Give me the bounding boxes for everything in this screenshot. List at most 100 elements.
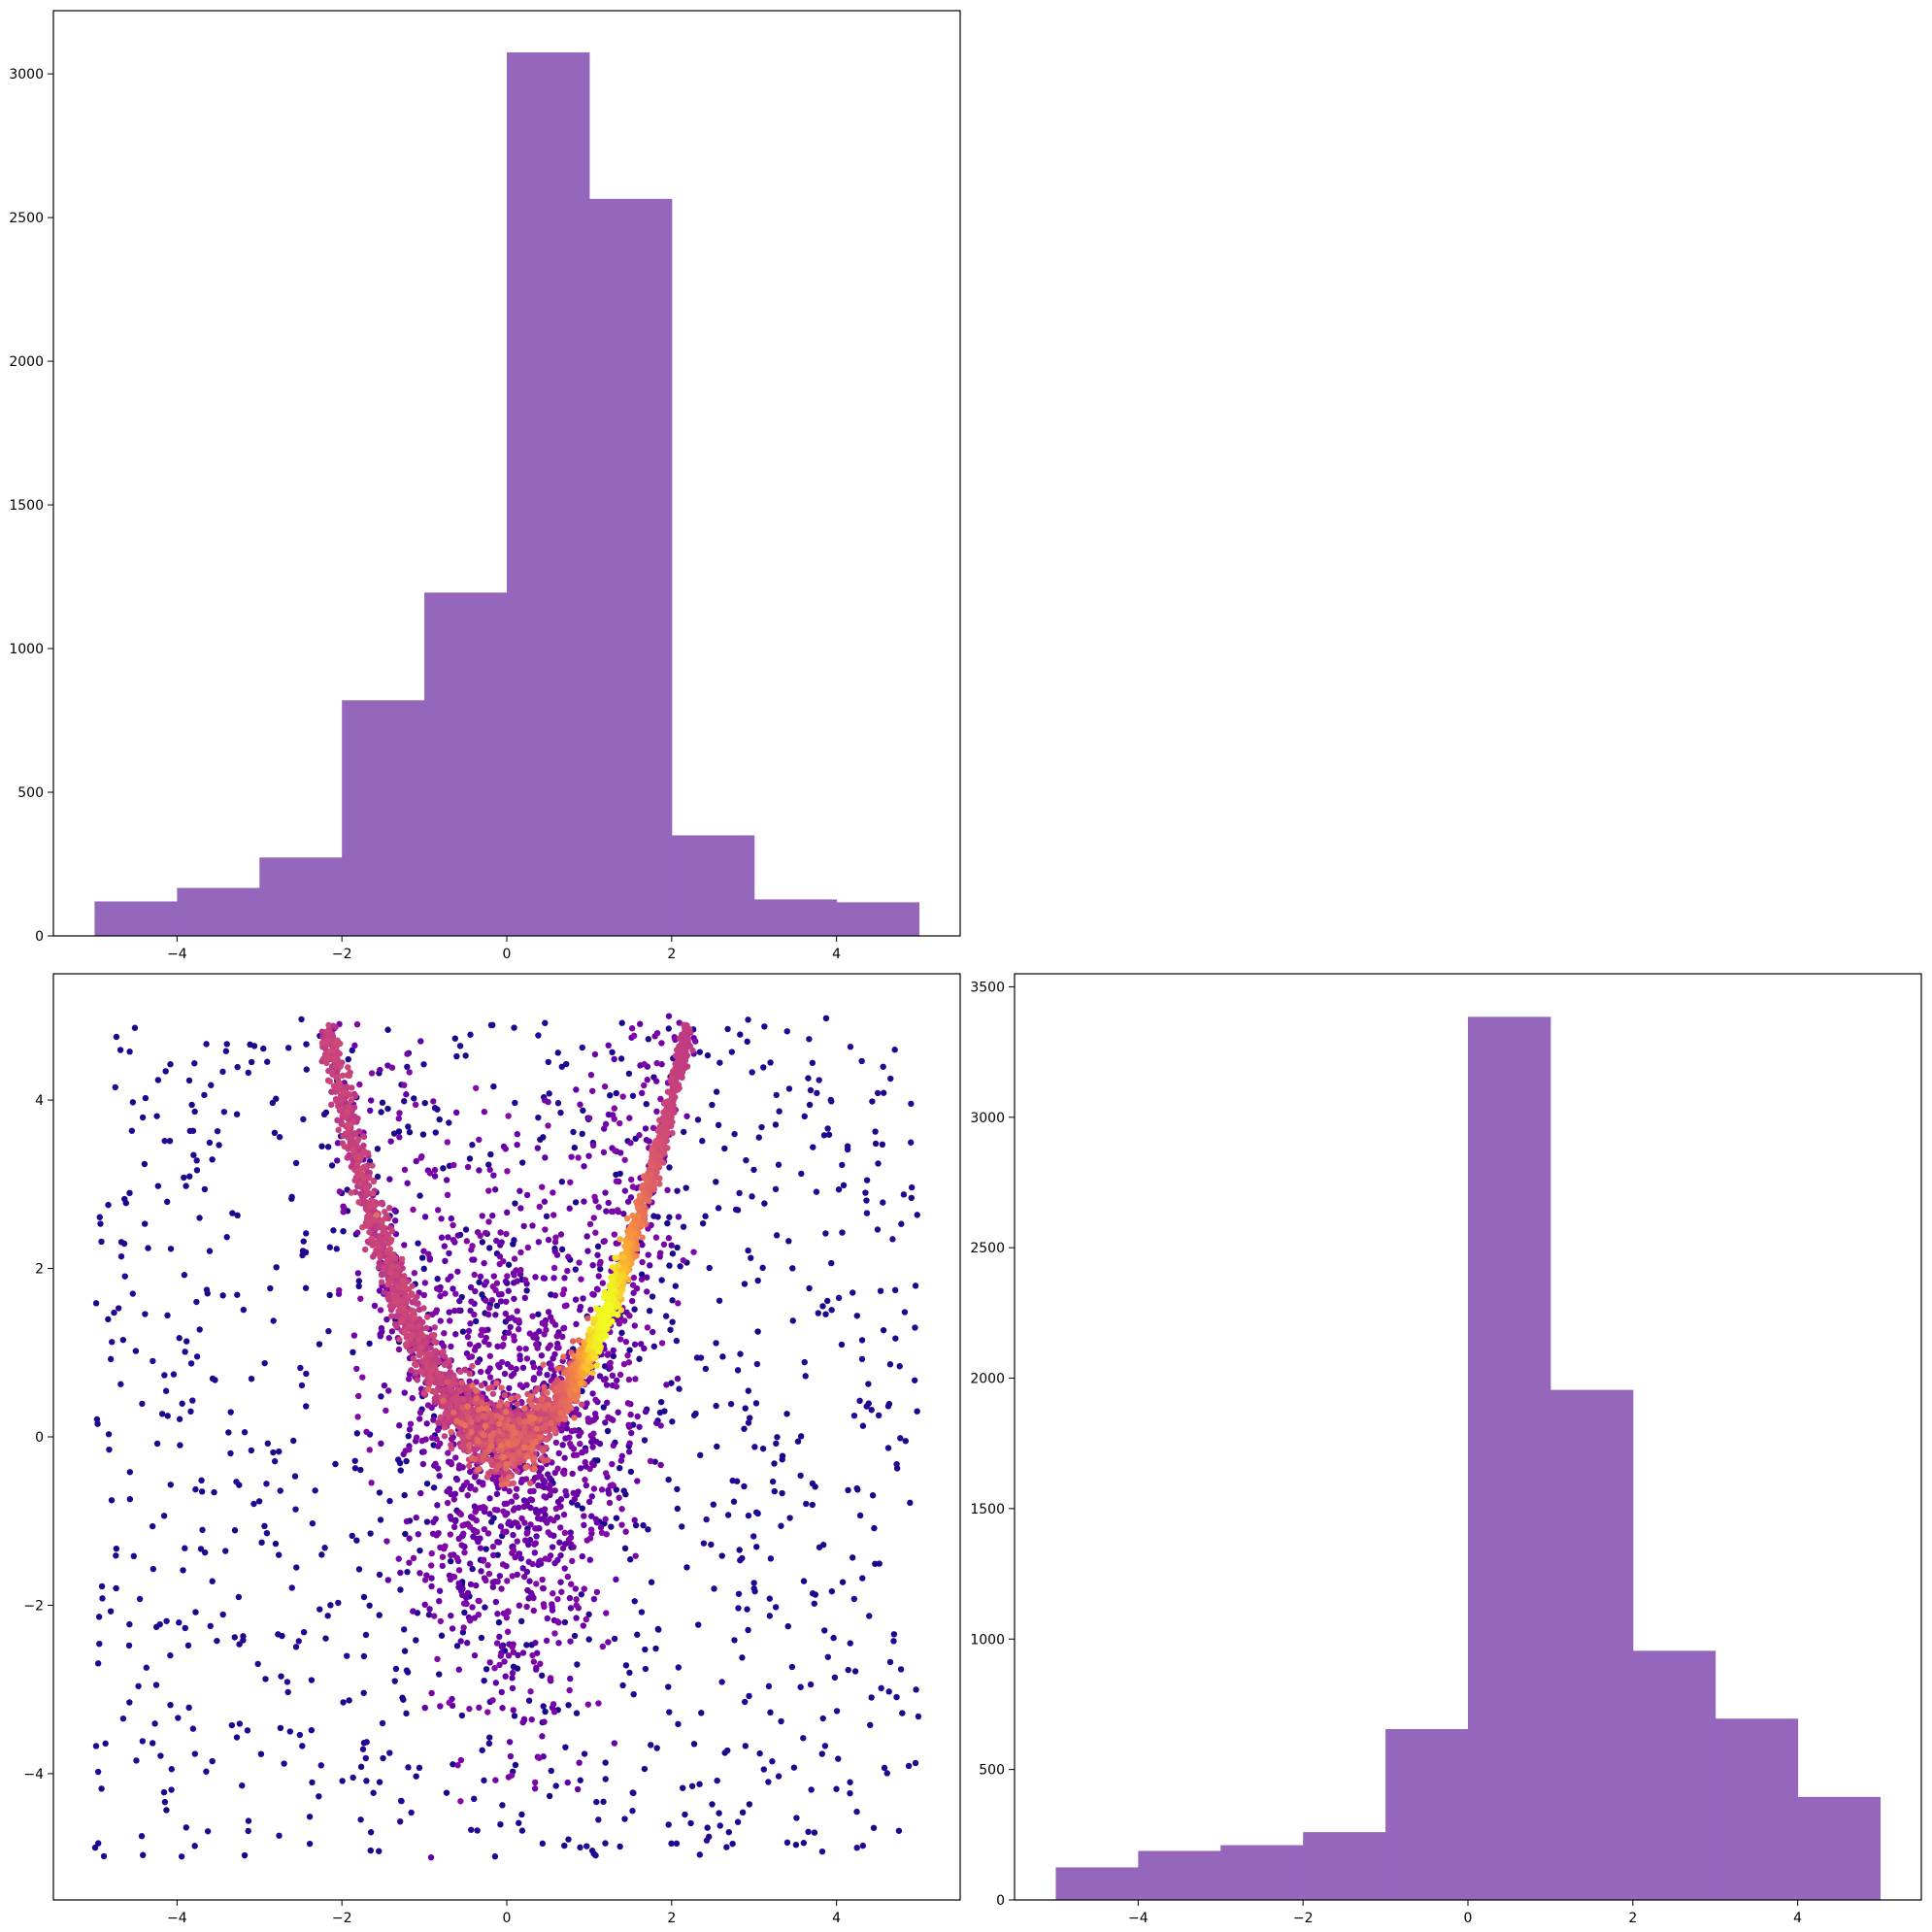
scatter-point [263, 1529, 271, 1537]
scatter-point [354, 1414, 361, 1420]
scatter-point [401, 1082, 408, 1088]
scatter-point [507, 1752, 515, 1760]
scatter-point [436, 1587, 444, 1594]
scatter-point [769, 1478, 777, 1485]
scatter-point [818, 1750, 825, 1757]
scatter-point [631, 1306, 638, 1313]
scatter-point [362, 1631, 370, 1639]
scatter-point [488, 1296, 496, 1304]
scatter-point [380, 1228, 386, 1236]
scatter-point [558, 1588, 565, 1595]
scatter-point [368, 1235, 375, 1243]
scatter-point [441, 1243, 449, 1249]
scatter-point [625, 1421, 632, 1429]
scatter-point [572, 1296, 580, 1303]
scatter-point [751, 1444, 758, 1450]
scatter-point [595, 1273, 602, 1280]
scatter-point [508, 1395, 515, 1402]
scatter-point [626, 1115, 633, 1121]
scatter-point [746, 1801, 753, 1808]
scatter-point [303, 1041, 310, 1048]
scatter-point [822, 1311, 829, 1317]
scatter-point [392, 1665, 400, 1673]
scatter-point [578, 1429, 584, 1436]
scatter-point [532, 1639, 539, 1647]
scatter-point [540, 1275, 548, 1282]
scatter-point [483, 1546, 489, 1552]
scatter-point [731, 1637, 738, 1644]
scatter-point [203, 1286, 211, 1293]
scatter-point [453, 1476, 461, 1483]
scatter-point [468, 1454, 476, 1461]
scatter-point [875, 1412, 883, 1419]
scatter-point [186, 1173, 193, 1180]
scatter-point [374, 1146, 382, 1152]
scatter-point [590, 1485, 598, 1492]
scatter-point [421, 1214, 429, 1220]
scatter-point [668, 1093, 676, 1100]
scatter-point [853, 1484, 860, 1492]
scatter-point [586, 1465, 593, 1473]
scatter-point [665, 1821, 672, 1828]
scatter-point [492, 1598, 500, 1606]
scatter-point [828, 1098, 835, 1105]
scatter-point [133, 1757, 140, 1764]
scatter-point [550, 1701, 557, 1708]
scatter-point [451, 1035, 459, 1042]
scatter-point [734, 1818, 742, 1825]
scatter-point [696, 1049, 704, 1055]
scatter-point [655, 1626, 662, 1633]
scatter-point [356, 1081, 363, 1088]
scatter-point [885, 1688, 892, 1695]
scatter-point [656, 1409, 664, 1416]
scatter-point [288, 1584, 295, 1591]
scatter-point [629, 1789, 636, 1796]
scatter-point [615, 1409, 621, 1416]
scatter-point [360, 1142, 367, 1149]
scatter-point [351, 1457, 358, 1464]
scatter-point [477, 1232, 483, 1240]
scatter-point [716, 1822, 723, 1829]
scatter-point [366, 1107, 374, 1115]
scatter-point [662, 1313, 670, 1319]
scatter-point [288, 1193, 295, 1201]
scatter-point [631, 1598, 638, 1605]
scatter-point [436, 1286, 444, 1293]
scatter-point [506, 1739, 514, 1746]
scatter-point [879, 1141, 886, 1149]
scatter-point [473, 1379, 480, 1385]
scatter-point [573, 1596, 580, 1603]
scatter-point [478, 1634, 485, 1642]
scatter-point [261, 1359, 268, 1367]
scatter-point [908, 1194, 916, 1202]
scatter-point [446, 1699, 452, 1706]
scatter-point [448, 1343, 454, 1350]
scatter-point [581, 1513, 587, 1519]
scatter-point [774, 1434, 781, 1441]
scatter-point [452, 1331, 459, 1338]
scatter-point [428, 1582, 435, 1590]
scatter-point [143, 1664, 150, 1671]
scatter-point [350, 1147, 356, 1153]
scatter-point [530, 1594, 537, 1602]
scatter-point [653, 1059, 660, 1067]
scatter-point [683, 1113, 690, 1119]
scatter-point [783, 1028, 790, 1035]
scatter-point [427, 1853, 435, 1861]
scatter-point [472, 1084, 480, 1091]
scatter-point [813, 1188, 820, 1195]
scatter-point [532, 1779, 539, 1786]
scatter-point [539, 1584, 547, 1592]
scatter-point [393, 1263, 401, 1270]
scatter-point [582, 1458, 588, 1466]
scatter-point [463, 1238, 471, 1245]
scatter-point [267, 1284, 274, 1292]
scatter-point [271, 1129, 279, 1137]
scatter-point [209, 1156, 216, 1163]
scatter-point [863, 1197, 870, 1204]
scatter-point [750, 1533, 757, 1540]
scatter-point [469, 1256, 476, 1263]
scatter-point [328, 1162, 336, 1169]
scatter-point [657, 1422, 664, 1429]
scatter-point [227, 1449, 234, 1457]
